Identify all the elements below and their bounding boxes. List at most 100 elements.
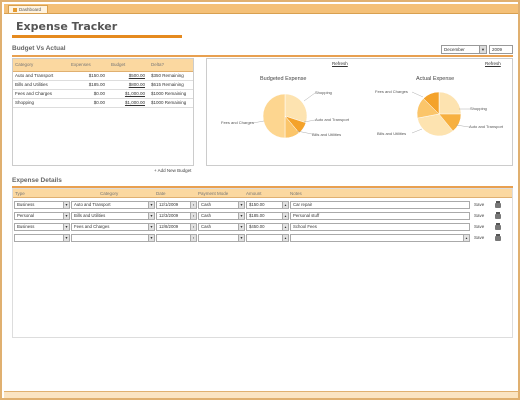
year-field[interactable]: 2009 — [489, 45, 513, 54]
type-select[interactable]: ▼ — [14, 234, 70, 242]
budget-amount-link[interactable]: $1,000.00 — [109, 98, 149, 108]
spinner-icon[interactable]: ▴ — [282, 213, 288, 219]
calendar-icon[interactable]: ▪ — [190, 235, 196, 241]
type-value: Personal — [17, 213, 34, 218]
expand-icon[interactable]: ▴ — [463, 235, 469, 241]
column-header: Expenses — [69, 59, 109, 72]
category-select[interactable]: Fees and Charges ▼ — [71, 223, 155, 231]
spinner-icon[interactable]: ▴ — [282, 224, 288, 230]
title-underline — [12, 35, 182, 38]
date-field[interactable]: ▪ — [156, 234, 197, 242]
notes-field[interactable]: School Fees — [290, 223, 470, 231]
budgeted-slice-fees — [262, 93, 286, 139]
notes-field[interactable]: Personal stuff — [290, 212, 470, 220]
notes-field[interactable]: Car repair — [290, 201, 470, 209]
category-select[interactable]: Auto and Transport ▼ — [71, 201, 155, 209]
delete-icon[interactable] — [495, 223, 501, 230]
table-row-new: ▼ ▼ ▪ ▼ ▴ ▴ Save — [13, 233, 512, 243]
refresh-actual-link[interactable]: Refresh — [485, 61, 501, 66]
tab-dashboard[interactable]: Dashboard — [8, 5, 49, 13]
refresh-budgeted-link[interactable]: Refresh — [332, 61, 348, 66]
chevron-down-icon[interactable]: ▼ — [238, 224, 244, 230]
month-select[interactable]: December ▼ — [441, 45, 487, 54]
type-select[interactable]: Business ▼ — [14, 223, 70, 231]
amount-field[interactable]: $185.00 ▴ — [246, 212, 289, 220]
date-field[interactable]: 12/3/2009 ▪ — [156, 212, 197, 220]
notes-field[interactable]: ▴ — [290, 234, 470, 242]
amount-value: $450.00 — [249, 224, 265, 229]
date-value: 12/3/2009 — [159, 213, 179, 218]
payment-mode-select[interactable]: Cash ▼ — [198, 223, 245, 231]
details-header: Type Category Date Payment Mode Amount N… — [13, 189, 512, 198]
chevron-down-icon[interactable]: ▼ — [63, 224, 69, 230]
actual-label-auto: Auto and Transport — [469, 124, 504, 129]
column-header: Delta? — [149, 59, 193, 72]
budget-amount-link[interactable]: $800.00 — [109, 80, 149, 90]
column-header: Category — [100, 190, 119, 196]
chevron-down-icon[interactable]: ▼ — [479, 46, 486, 53]
chevron-down-icon[interactable]: ▼ — [148, 202, 154, 208]
pie-charts — [252, 91, 470, 139]
payment-mode-select[interactable]: Cash ▼ — [198, 201, 245, 209]
actual-label-fees: Fees and Charges — [375, 89, 408, 94]
amount-field[interactable]: ▴ — [246, 234, 289, 242]
budget-category: Shopping — [13, 98, 69, 108]
form-icon — [13, 7, 17, 12]
date-field[interactable]: 12/8/2009 ▪ — [156, 223, 197, 231]
budget-section-rule — [12, 55, 513, 57]
chevron-down-icon[interactable]: ▼ — [148, 224, 154, 230]
budget-delta: $350 Remaining — [149, 71, 193, 81]
budget-category: Bills and Utilities — [13, 80, 69, 90]
spinner-icon[interactable]: ▴ — [282, 202, 288, 208]
type-select[interactable]: Personal ▼ — [14, 212, 70, 220]
budget-category: Fees and Charges — [13, 89, 69, 99]
chevron-down-icon[interactable]: ▼ — [148, 213, 154, 219]
payment-mode-select[interactable]: ▼ — [198, 234, 245, 242]
amount-value: $185.00 — [249, 213, 265, 218]
chevron-down-icon[interactable]: ▼ — [63, 213, 69, 219]
actual-slice-bills — [438, 113, 462, 132]
budget-delta: $1000 Remaining — [149, 98, 193, 108]
calendar-icon[interactable]: ▪ — [190, 224, 196, 230]
chevron-down-icon[interactable]: ▼ — [238, 202, 244, 208]
chevron-down-icon[interactable]: ▼ — [148, 235, 154, 241]
delete-icon[interactable] — [495, 212, 501, 219]
chevron-down-icon[interactable]: ▼ — [238, 213, 244, 219]
category-select[interactable]: ▼ — [71, 234, 155, 242]
calendar-icon[interactable]: ▪ — [190, 202, 196, 208]
delete-icon[interactable] — [495, 201, 501, 208]
chevron-down-icon[interactable]: ▼ — [63, 202, 69, 208]
save-button[interactable]: Save — [474, 213, 485, 218]
tab-dashboard-label: Dashboard — [19, 7, 42, 12]
budgeted-label-auto: Auto and Transport — [315, 117, 350, 122]
type-select[interactable]: Business ▼ — [14, 201, 70, 209]
spinner-icon[interactable]: ▴ — [282, 235, 288, 241]
table-row: Auto and Transport $150.00 $500.00 $350 … — [13, 71, 193, 81]
date-value: 12/8/2009 — [159, 224, 179, 229]
date-value: 12/1/2009 — [159, 202, 179, 207]
chevron-down-icon[interactable]: ▼ — [238, 235, 244, 241]
payment-value: Cash — [201, 202, 212, 207]
budget-amount-link[interactable]: $500.00 — [109, 71, 149, 81]
save-button[interactable]: Save — [474, 202, 485, 207]
budget-delta: $1000 Remaining — [149, 89, 193, 99]
budget-expenses: $185.00 — [69, 80, 109, 90]
budget-panel: Category Expenses Budget Delta? Auto and… — [12, 58, 194, 166]
save-button[interactable]: Save — [474, 235, 485, 240]
calendar-icon[interactable]: ▪ — [190, 213, 196, 219]
date-field[interactable]: 12/1/2009 ▪ — [156, 201, 197, 209]
actual-label-shopping: Shopping — [470, 106, 487, 111]
category-select[interactable]: Bills and Utilities ▼ — [71, 212, 155, 220]
chevron-down-icon[interactable]: ▼ — [63, 235, 69, 241]
budget-amount-link[interactable]: $1,000.00 — [109, 89, 149, 99]
table-row: Fees and Charges $0.00 $1,000.00 $1000 R… — [13, 89, 193, 99]
save-button[interactable]: Save — [474, 224, 485, 229]
amount-field[interactable]: $150.00 ▴ — [246, 201, 289, 209]
payment-mode-select[interactable]: Cash ▼ — [198, 212, 245, 220]
delete-icon[interactable] — [495, 234, 501, 241]
table-row: Shopping $0.00 $1,000.00 $1000 Remaining — [13, 98, 193, 108]
column-header: Notes — [290, 190, 302, 196]
add-new-budget-link[interactable]: + Add New Budget — [154, 168, 192, 173]
amount-field[interactable]: $450.00 ▴ — [246, 223, 289, 231]
